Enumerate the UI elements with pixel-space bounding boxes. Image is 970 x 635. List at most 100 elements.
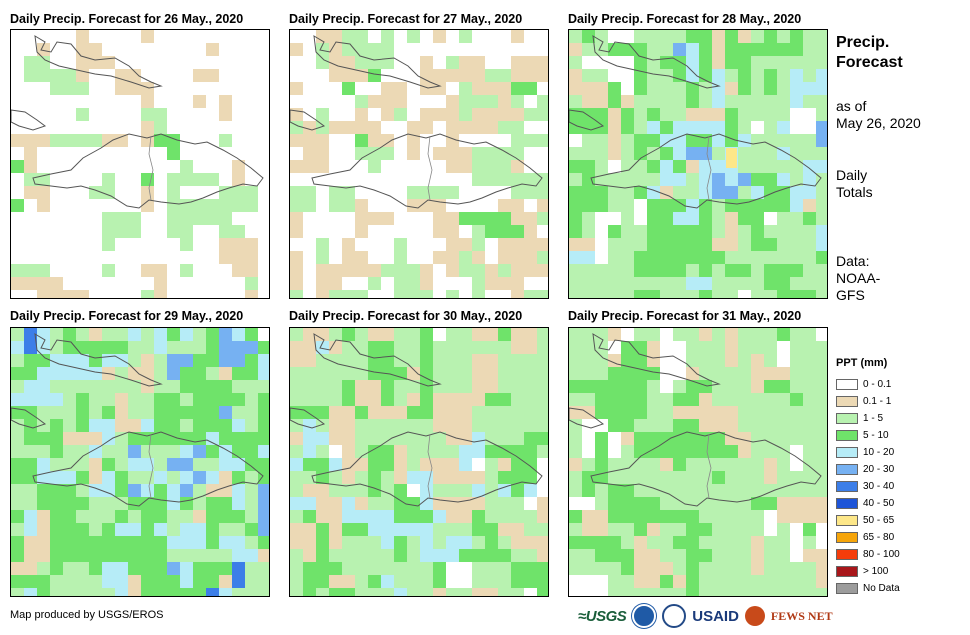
precip-cell <box>498 225 511 238</box>
precip-cell <box>89 277 102 290</box>
precip-cell <box>11 56 24 69</box>
precip-cell <box>459 56 472 69</box>
precip-cell <box>290 238 303 251</box>
precip-cell <box>102 251 115 264</box>
precip-cell <box>303 212 316 225</box>
precip-cell <box>24 264 37 277</box>
precip-cell <box>498 95 511 108</box>
precip-cell <box>407 238 420 251</box>
precip-cell <box>485 341 498 354</box>
legend-label: 0 - 0.1 <box>863 378 892 390</box>
precip-cell <box>141 147 154 160</box>
precip-cell <box>11 186 24 199</box>
precip-cell <box>511 328 524 341</box>
precip-cell <box>76 406 89 419</box>
precip-cell <box>258 95 269 108</box>
precip-cell <box>290 432 303 445</box>
precip-cell <box>316 575 329 588</box>
precip-cell <box>167 536 180 549</box>
precip-cell <box>816 82 827 95</box>
precip-cell <box>472 30 485 43</box>
precip-cell <box>258 108 269 121</box>
precip-cell <box>511 380 524 393</box>
precip-cell <box>634 380 647 393</box>
precip-cell <box>141 406 154 419</box>
precip-cell <box>102 238 115 251</box>
precip-cell <box>50 82 63 95</box>
precip-cell <box>790 121 803 134</box>
precip-cell <box>725 264 738 277</box>
precip-cell <box>316 341 329 354</box>
precip-cell <box>608 497 621 510</box>
precip-cell <box>582 199 595 212</box>
precip-cell <box>790 419 803 432</box>
precip-cell <box>368 328 381 341</box>
precip-cell <box>154 523 167 536</box>
precip-cell <box>355 108 368 121</box>
precip-cell <box>764 549 777 562</box>
precip-cell <box>790 445 803 458</box>
precip-cell <box>420 251 433 264</box>
precip-cell <box>290 328 303 341</box>
precip-cell <box>634 341 647 354</box>
precip-cell <box>381 43 394 56</box>
precip-cell <box>764 562 777 575</box>
precip-cell <box>63 523 76 536</box>
precip-cell <box>37 225 50 238</box>
precip-cell <box>394 173 407 186</box>
legend-item: 5 - 10 <box>836 428 889 442</box>
side-title-line2: Forecast <box>836 54 903 71</box>
map-panel-4 <box>10 327 270 597</box>
precip-cell <box>634 393 647 406</box>
precip-cell <box>803 251 816 264</box>
precip-cell <box>232 406 245 419</box>
precip-cell <box>751 290 764 298</box>
precip-cell <box>167 30 180 43</box>
precip-cell <box>50 108 63 121</box>
precip-cell <box>511 341 524 354</box>
precip-cell <box>154 264 167 277</box>
precip-cell <box>381 341 394 354</box>
precip-cell <box>154 328 167 341</box>
precip-cell <box>316 199 329 212</box>
precip-cell <box>381 95 394 108</box>
precip-cell <box>342 160 355 173</box>
precip-cell <box>63 484 76 497</box>
precip-cell <box>303 354 316 367</box>
precip-cell <box>511 212 524 225</box>
precip-cell <box>459 290 472 298</box>
precip-cell <box>290 393 303 406</box>
legend-label: 50 - 65 <box>863 514 895 526</box>
precip-cell <box>816 199 827 212</box>
precip-cell <box>128 30 141 43</box>
precip-cell <box>303 549 316 562</box>
precip-cell <box>394 147 407 160</box>
precip-cell <box>407 341 420 354</box>
precip-cell <box>303 69 316 82</box>
precip-cell <box>803 575 816 588</box>
precip-cell <box>569 277 582 290</box>
precip-cell <box>790 536 803 549</box>
precip-cell <box>180 562 193 575</box>
precip-cell <box>342 290 355 298</box>
precip-cell <box>316 134 329 147</box>
precip-cell <box>232 458 245 471</box>
precip-cell <box>751 264 764 277</box>
precip-cell <box>485 121 498 134</box>
precip-cell <box>459 173 472 186</box>
precip-cell <box>621 56 634 69</box>
precip-cell <box>699 108 712 121</box>
precip-cell <box>686 290 699 298</box>
precip-cell <box>167 277 180 290</box>
precip-cell <box>803 82 816 95</box>
precip-cell <box>446 290 459 298</box>
precip-cell <box>167 82 180 95</box>
precip-cell <box>777 134 790 147</box>
precip-cell <box>11 380 24 393</box>
precip-cell <box>446 277 459 290</box>
precip-cell <box>128 471 141 484</box>
precip-cell <box>316 458 329 471</box>
precip-cell <box>803 199 816 212</box>
precip-cell <box>206 212 219 225</box>
precip-cell <box>394 290 407 298</box>
